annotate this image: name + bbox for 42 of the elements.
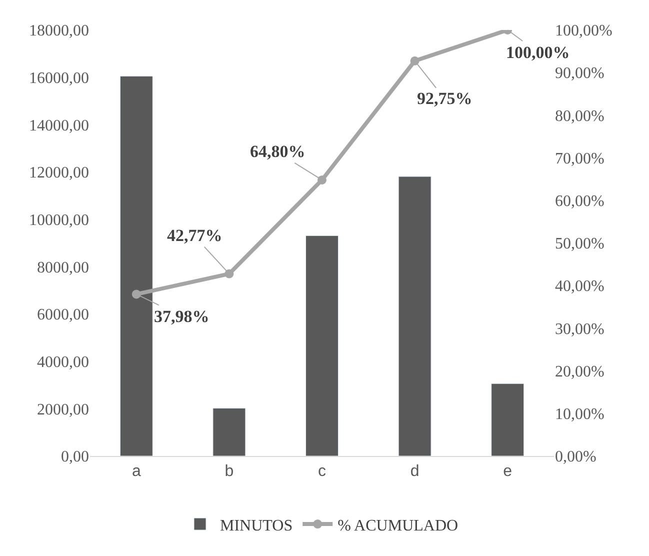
bar	[120, 76, 153, 456]
bar	[306, 235, 338, 456]
legend-label: MINUTOS	[220, 517, 293, 534]
x-tick-label: c	[318, 463, 326, 480]
point	[410, 56, 420, 66]
y-tick-label: 8000,00	[37, 259, 89, 276]
y2-tick-label: 100,00%	[555, 22, 612, 40]
y2-tick-label: 0,00%	[555, 448, 596, 466]
x-tick-label: b	[224, 463, 234, 480]
y-tick-label: 10000,00	[29, 212, 89, 229]
bar	[398, 176, 432, 456]
y2-tick-label: 50,00%	[555, 236, 604, 253]
y-tick-label: 4000,00	[37, 354, 89, 371]
data-label: 100,00%	[506, 43, 570, 62]
y-tick-label: 12000,00	[29, 164, 89, 182]
x-tick-label: e	[503, 463, 512, 480]
legend-label: % ACUMULADO	[338, 517, 458, 534]
y2-tick-label: 80,00%	[555, 108, 604, 125]
bar	[212, 408, 246, 456]
y2-tick-label: 60,00%	[555, 193, 604, 210]
data-label: 42,77%	[167, 226, 222, 245]
data-label: 92,75%	[417, 89, 472, 108]
bar	[491, 383, 524, 456]
y-tick-label: 18000,00	[29, 22, 89, 40]
y-tick-label: 0,00	[61, 448, 89, 466]
point	[318, 175, 326, 184]
y2-tick-label: 90,00%	[555, 65, 604, 82]
point	[224, 269, 234, 278]
y2-tick-label: 70,00%	[555, 150, 604, 168]
y2-tick-label: 40,00%	[555, 278, 604, 296]
y-tick-label: 14000,00	[29, 117, 89, 134]
x-tick-label: d	[410, 463, 420, 480]
y2-tick-label: 10,00%	[555, 406, 604, 423]
y-tick-label: 6000,00	[37, 306, 89, 324]
x-tick-label: a	[132, 463, 141, 480]
y2-tick-label: 30,00%	[555, 320, 604, 338]
y-tick-label: 2000,00	[37, 401, 89, 418]
y-tick-label: 16000,00	[29, 70, 89, 87]
data-label: 64,80%	[250, 142, 306, 161]
point	[132, 290, 141, 299]
y2-tick-label: 20,00%	[555, 363, 604, 380]
data-label: 37,98%	[154, 307, 210, 326]
